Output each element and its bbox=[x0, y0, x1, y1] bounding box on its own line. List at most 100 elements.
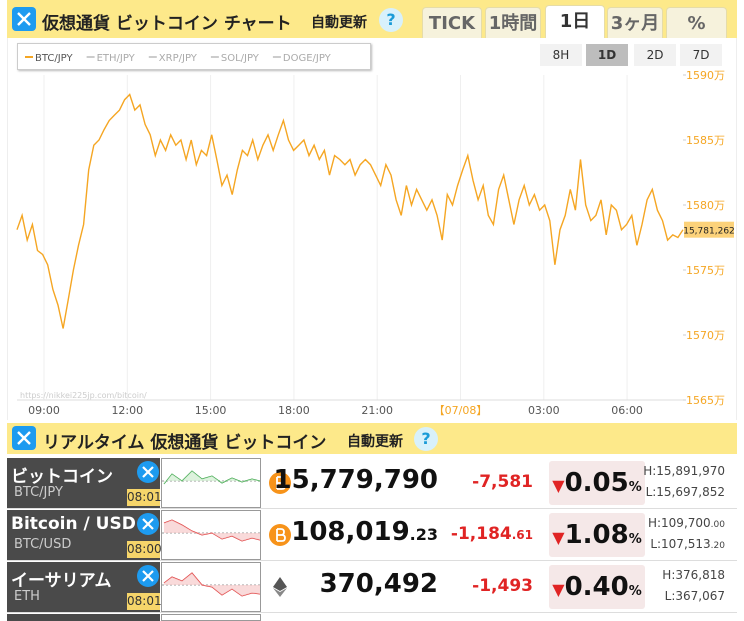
x-tick-label: 12:00 bbox=[111, 404, 143, 417]
low-main: L:107,513 bbox=[650, 537, 711, 551]
last-price-label: 15,781,262 bbox=[683, 227, 735, 237]
row-stub bbox=[7, 614, 160, 621]
low-main: L:15,697,852 bbox=[645, 485, 725, 499]
price-main: 108,019 bbox=[291, 517, 410, 547]
time: 08:01 bbox=[127, 489, 162, 506]
price: 108,019.23 bbox=[291, 517, 438, 547]
pair: BTC/USD bbox=[14, 537, 72, 552]
help-button[interactable]: ? bbox=[379, 8, 403, 32]
x-tick-label: 03:00 bbox=[528, 404, 560, 417]
x-icon[interactable] bbox=[137, 461, 159, 483]
pct-unit: % bbox=[628, 532, 642, 547]
change-main: -1,184 bbox=[450, 524, 512, 544]
x-tick-label: 21:00 bbox=[361, 404, 393, 417]
coin-icon bbox=[269, 472, 291, 494]
legend-label[interactable]: BTC/JPY bbox=[35, 53, 73, 64]
pct: 1.08 bbox=[564, 520, 629, 550]
pct: 0.05 bbox=[564, 468, 629, 498]
price-decimals: .23 bbox=[409, 525, 438, 544]
chart-panel bbox=[7, 38, 737, 420]
y-tick-label: 1575万 bbox=[686, 264, 725, 277]
chart: BTC/JPY ETH/JPY XRP/JPY SOL/JPY DOGE/JPY 09:0… bbox=[16, 53, 735, 417]
page-title: 仮想通貨 ビットコイン チャート bbox=[42, 14, 292, 34]
high-main: H:376,818 bbox=[662, 568, 725, 582]
pct-box: ▼1.08% bbox=[549, 513, 645, 557]
sparkline[interactable] bbox=[161, 510, 261, 560]
pct-box: ▼0.40% bbox=[549, 565, 645, 609]
pct: 0.40 bbox=[564, 572, 629, 602]
arrow: ▼ bbox=[552, 580, 565, 599]
tab[interactable]: 3ヶ月 bbox=[607, 7, 663, 38]
range-button[interactable]: 1D bbox=[586, 44, 628, 66]
change-decimals: .61 bbox=[511, 528, 533, 542]
range-button[interactable]: 8H bbox=[540, 44, 582, 66]
low: L:107,513.20 bbox=[650, 537, 725, 551]
pct-box: ▼0.05% bbox=[549, 461, 645, 505]
arrow: ▼ bbox=[552, 528, 565, 547]
high-main: H:109,700 bbox=[647, 516, 711, 530]
high: H:15,891,970 bbox=[643, 464, 725, 478]
change: -1,184.61 bbox=[451, 524, 533, 544]
auto-update: 自動更新 bbox=[347, 434, 403, 450]
range-button[interactable]: 7D bbox=[680, 44, 722, 66]
low-main: L:367,067 bbox=[664, 589, 725, 603]
time: 08:00 bbox=[127, 541, 162, 558]
coin-icon bbox=[273, 577, 287, 597]
change-main: -7,581 bbox=[472, 472, 533, 492]
row-divider bbox=[7, 508, 737, 509]
pair: ETH bbox=[14, 589, 40, 604]
realtime-title: リアルタイム 仮想通貨 ビットコイン bbox=[43, 433, 327, 453]
y-tick-label: 1585万 bbox=[686, 134, 725, 147]
high: H:376,818 bbox=[662, 568, 725, 582]
auto-update: 自動更新 bbox=[311, 15, 367, 31]
coin-name: Bitcoin / USD bbox=[11, 514, 136, 534]
tab[interactable]: 1時間 bbox=[485, 7, 541, 38]
price: 15,779,790 bbox=[274, 465, 438, 495]
watermark: https://nikkei225jp.com/bitcoin/ bbox=[20, 391, 147, 400]
change: -1,493 bbox=[472, 576, 533, 596]
low: L:367,067 bbox=[665, 589, 725, 603]
change-main: -1,493 bbox=[472, 576, 533, 596]
time: 08:01 bbox=[127, 593, 162, 610]
high: H:109,700.00 bbox=[648, 516, 725, 530]
pct-unit: % bbox=[628, 584, 642, 599]
x-icon[interactable] bbox=[137, 513, 159, 535]
x-tick-label: 09:00 bbox=[28, 404, 60, 417]
tab[interactable]: TICK bbox=[422, 7, 482, 38]
x-icon[interactable] bbox=[12, 426, 36, 450]
y-tick-label: 1570万 bbox=[686, 329, 725, 342]
range-button[interactable]: 2D bbox=[634, 44, 676, 66]
y-tick-label: 1590万 bbox=[686, 69, 725, 82]
row-divider bbox=[7, 560, 737, 561]
x-tick-label: 06:00 bbox=[611, 404, 643, 417]
price: 370,492 bbox=[320, 569, 438, 599]
help-button[interactable]: ? bbox=[414, 427, 438, 451]
x-icon[interactable] bbox=[12, 7, 36, 31]
x-icon[interactable] bbox=[137, 565, 159, 587]
price-main: 15,779,790 bbox=[273, 465, 438, 495]
tab[interactable]: 1日 bbox=[545, 5, 605, 38]
legend-label[interactable]: ETH/JPY bbox=[97, 53, 136, 64]
legend-label[interactable]: DOGE/JPY bbox=[283, 53, 332, 64]
price-line bbox=[16, 93, 684, 329]
realtime-bar bbox=[7, 423, 737, 454]
legend bbox=[17, 43, 371, 70]
high-decimals: .00 bbox=[710, 520, 725, 530]
last-price-box bbox=[684, 221, 734, 238]
sparkline[interactable] bbox=[161, 458, 261, 508]
legend-label[interactable]: SOL/JPY bbox=[221, 53, 260, 64]
low: L:15,697,852 bbox=[646, 485, 725, 499]
coin-name: イーサリアム bbox=[11, 571, 112, 591]
coin-icon bbox=[269, 524, 291, 546]
high-main: H:15,891,970 bbox=[643, 464, 725, 478]
row-divider bbox=[7, 612, 737, 613]
x-tick-label: 【07/08】 bbox=[434, 404, 488, 417]
x-tick-label: 15:00 bbox=[195, 404, 227, 417]
pct-unit: % bbox=[628, 480, 642, 495]
tab[interactable]: % bbox=[666, 7, 727, 38]
change: -7,581 bbox=[472, 472, 533, 492]
sparkline[interactable] bbox=[161, 562, 261, 612]
coin-name: ビットコイン bbox=[11, 467, 113, 487]
legend-label[interactable]: XRP/JPY bbox=[159, 53, 198, 64]
